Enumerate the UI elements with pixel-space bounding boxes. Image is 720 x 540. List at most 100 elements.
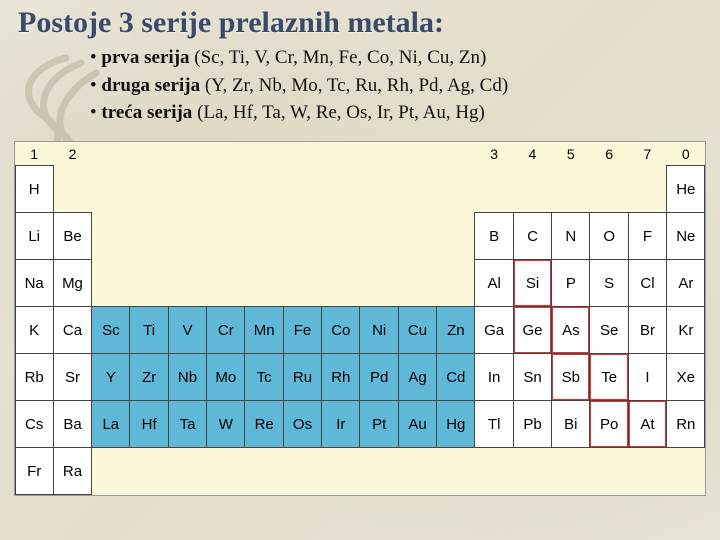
col-header bbox=[92, 142, 130, 166]
empty-cell bbox=[129, 212, 168, 260]
bullet-item: • druga serija (Y, Zr, Nb, Mo, Tc, Ru, R… bbox=[90, 72, 720, 100]
element-cell-p: P bbox=[551, 259, 590, 307]
element-cell-ra: Ra bbox=[53, 447, 92, 495]
empty-cell bbox=[321, 447, 360, 495]
empty-cell bbox=[129, 447, 168, 495]
empty-cell bbox=[244, 447, 283, 495]
element-cell-h: H bbox=[15, 165, 54, 213]
element-cell-i: I bbox=[628, 353, 667, 401]
col-header: 5 bbox=[552, 142, 590, 166]
empty-cell bbox=[628, 447, 667, 495]
empty-cell bbox=[474, 165, 513, 213]
element-cell-ni: Ni bbox=[359, 306, 398, 354]
element-cell-po: Po bbox=[589, 400, 628, 448]
empty-cell bbox=[206, 212, 245, 260]
element-cell-tc: Tc bbox=[244, 353, 283, 401]
element-cell-sb: Sb bbox=[551, 353, 590, 401]
element-cell-hf: Hf bbox=[129, 400, 168, 448]
col-header bbox=[130, 142, 168, 166]
element-cell-se: Se bbox=[589, 306, 628, 354]
empty-cell bbox=[436, 165, 475, 213]
col-header bbox=[437, 142, 475, 166]
empty-cell bbox=[359, 259, 398, 307]
element-cell-br: Br bbox=[628, 306, 667, 354]
empty-cell bbox=[283, 259, 322, 307]
element-cell-c: C bbox=[513, 212, 552, 260]
element-cell-si: Si bbox=[513, 259, 552, 307]
bullet-item: • prva serija (Sc, Ti, V, Cr, Mn, Fe, Co… bbox=[90, 44, 720, 72]
element-cell-ca: Ca bbox=[53, 306, 92, 354]
col-header: 0 bbox=[667, 142, 705, 166]
element-cell-rh: Rh bbox=[321, 353, 360, 401]
element-cell-fe: Fe bbox=[283, 306, 322, 354]
element-cell-zn: Zn bbox=[436, 306, 475, 354]
empty-cell bbox=[436, 259, 475, 307]
col-header bbox=[283, 142, 321, 166]
element-cell-al: Al bbox=[474, 259, 513, 307]
col-header bbox=[322, 142, 360, 166]
element-cell-os: Os bbox=[283, 400, 322, 448]
element-cell-as: As bbox=[551, 306, 590, 354]
empty-cell bbox=[168, 447, 207, 495]
col-header bbox=[245, 142, 283, 166]
bullet-rest: (Sc, Ti, V, Cr, Mn, Fe, Co, Ni, Cu, Zn) bbox=[190, 47, 487, 68]
empty-cell bbox=[91, 259, 130, 307]
element-cell-n: N bbox=[551, 212, 590, 260]
element-cell-la: La bbox=[91, 400, 130, 448]
empty-cell bbox=[398, 447, 437, 495]
element-cell-tl: Tl bbox=[474, 400, 513, 448]
col-header bbox=[207, 142, 245, 166]
element-cell-he: He bbox=[666, 165, 705, 213]
element-cell-kr: Kr bbox=[666, 306, 705, 354]
empty-cell bbox=[398, 212, 437, 260]
column-headers: 12345670 bbox=[15, 142, 705, 166]
element-cell-co: Co bbox=[321, 306, 360, 354]
element-cell-rn: Rn bbox=[666, 400, 705, 448]
element-cell-b: B bbox=[474, 212, 513, 260]
col-header: 6 bbox=[590, 142, 628, 166]
element-cell-sc: Sc bbox=[91, 306, 130, 354]
element-cell-xe: Xe bbox=[666, 353, 705, 401]
bullet-rest: (Y, Zr, Nb, Mo, Tc, Ru, Rh, Pd, Ag, Cd) bbox=[200, 75, 508, 96]
bullet-label: druga serija bbox=[101, 75, 200, 96]
element-cell-mn: Mn bbox=[244, 306, 283, 354]
empty-cell bbox=[321, 212, 360, 260]
empty-cell bbox=[589, 447, 628, 495]
empty-cell bbox=[53, 165, 92, 213]
element-cell-na: Na bbox=[15, 259, 54, 307]
col-header: 7 bbox=[628, 142, 666, 166]
element-cell-te: Te bbox=[589, 353, 628, 401]
empty-cell bbox=[129, 259, 168, 307]
empty-cell bbox=[589, 165, 628, 213]
element-cell-re: Re bbox=[244, 400, 283, 448]
empty-cell bbox=[244, 259, 283, 307]
element-cell-ta: Ta bbox=[168, 400, 207, 448]
element-cell-ge: Ge bbox=[513, 306, 552, 354]
bullet-item: • treća serija (La, Hf, Ta, W, Re, Os, I… bbox=[90, 99, 720, 127]
col-header bbox=[360, 142, 398, 166]
element-cell-cr: Cr bbox=[206, 306, 245, 354]
empty-cell bbox=[551, 165, 590, 213]
empty-cell bbox=[168, 165, 207, 213]
element-cell-fr: Fr bbox=[15, 447, 54, 495]
empty-cell bbox=[321, 165, 360, 213]
empty-cell bbox=[91, 447, 130, 495]
element-cell-bi: Bi bbox=[551, 400, 590, 448]
empty-cell bbox=[206, 165, 245, 213]
empty-cell bbox=[168, 259, 207, 307]
element-cell-f: F bbox=[628, 212, 667, 260]
element-cell-cl: Cl bbox=[628, 259, 667, 307]
empty-cell bbox=[436, 447, 475, 495]
bullet-list: • prva serija (Sc, Ti, V, Cr, Mn, Fe, Co… bbox=[0, 42, 720, 135]
empty-cell bbox=[666, 447, 705, 495]
element-cell-in: In bbox=[474, 353, 513, 401]
element-cell-au: Au bbox=[398, 400, 437, 448]
element-cell-w: W bbox=[206, 400, 245, 448]
empty-cell bbox=[129, 165, 168, 213]
element-cell-rb: Rb bbox=[15, 353, 54, 401]
periodic-table-grid: HHeLiBeBCNOFNeNaMgAlSiPSClArKCaScTiVCrMn… bbox=[15, 166, 705, 495]
empty-cell bbox=[283, 447, 322, 495]
element-cell-ga: Ga bbox=[474, 306, 513, 354]
empty-cell bbox=[359, 447, 398, 495]
slide-title: Postoje 3 serije prelaznih metala: bbox=[0, 0, 720, 42]
